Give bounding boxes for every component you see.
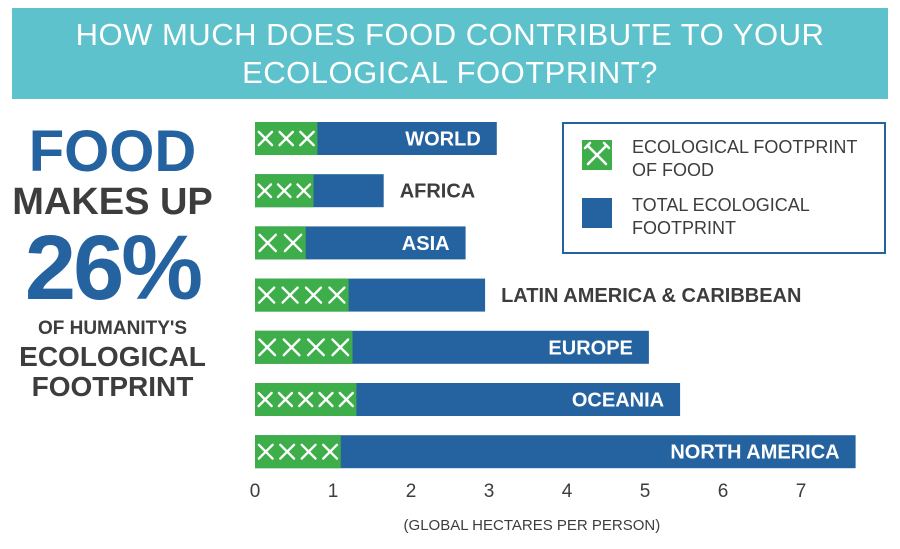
x-tick-label-6: 6: [718, 481, 729, 502]
x-tick-label-5: 5: [640, 481, 651, 502]
bar-total-north-america: [255, 435, 856, 469]
callout-ecological: ECOLOGICAL: [19, 341, 206, 372]
x-tick-label-4: 4: [562, 481, 573, 502]
bar-food-asia: [255, 226, 306, 260]
title-banner: HOW MUCH DOES FOOD CONTRIBUTE TO YOUR EC…: [12, 8, 888, 99]
x-tick-label-2: 2: [406, 481, 417, 502]
category-label-latin-america-caribbean: LATIN AMERICA & CARIBBEAN: [501, 285, 801, 307]
x-tick-label-7: 7: [796, 481, 807, 502]
category-label-europe: EUROPE: [548, 337, 632, 359]
legend-swatch-total: [582, 198, 612, 228]
category-label-world: WORLD: [405, 129, 481, 151]
callout-makes-up: MAKES UP: [12, 181, 213, 223]
category-label-asia: ASIA: [402, 233, 450, 255]
x-tick-label-0: 0: [250, 481, 261, 502]
category-label-oceania: OCEANIA: [572, 390, 664, 412]
category-label-north-america: NORTH AMERICA: [670, 442, 839, 464]
callout-of-humanity: OF HUMANITY'S: [37, 318, 188, 339]
category-label-africa: AFRICA: [400, 181, 476, 203]
fork-knife-icon: [257, 130, 315, 147]
legend-label-total: TOTAL ECOLOGICAL FOOTPRINT: [632, 195, 810, 238]
legend-item-total: TOTAL ECOLOGICAL FOOTPRINT: [582, 194, 872, 240]
legend: ECOLOGICAL FOOTPRINT OF FOOD TOTAL ECOLO…: [562, 122, 886, 254]
x-tick-label-3: 3: [484, 481, 495, 502]
callout-percentage: 26%: [24, 217, 203, 319]
legend-label-food: ECOLOGICAL FOOTPRINT OF FOOD: [632, 137, 858, 180]
fork-knife-icon: [582, 140, 612, 170]
legend-item-food: ECOLOGICAL FOOTPRINT OF FOOD: [582, 136, 872, 182]
chart-title: HOW MUCH DOES FOOD CONTRIBUTE TO YOUR EC…: [75, 16, 825, 90]
bar-food-europe: [255, 330, 353, 364]
x-tick-label-1: 1: [328, 481, 339, 502]
fork-knife-icon: [258, 286, 346, 304]
fork-knife-icon: [257, 183, 312, 199]
x-axis-label: (GLOBAL HECTARES PER PERSON): [404, 517, 661, 534]
fork-knife-icon: [258, 338, 350, 357]
callout-block: FOOD MAKES UP 26% OF HUMANITY'S ECOLOGIC…: [10, 122, 215, 402]
callout-footprint: FOOTPRINT: [31, 371, 194, 402]
callout-food: FOOD: [28, 119, 197, 184]
bar-food-north-america: [255, 435, 341, 469]
fork-knife-icon: [257, 391, 354, 408]
bar-food-latin-america-caribbean: [255, 278, 349, 312]
fork-knife-icon: [257, 443, 339, 460]
fork-knife-icon: [258, 233, 303, 253]
